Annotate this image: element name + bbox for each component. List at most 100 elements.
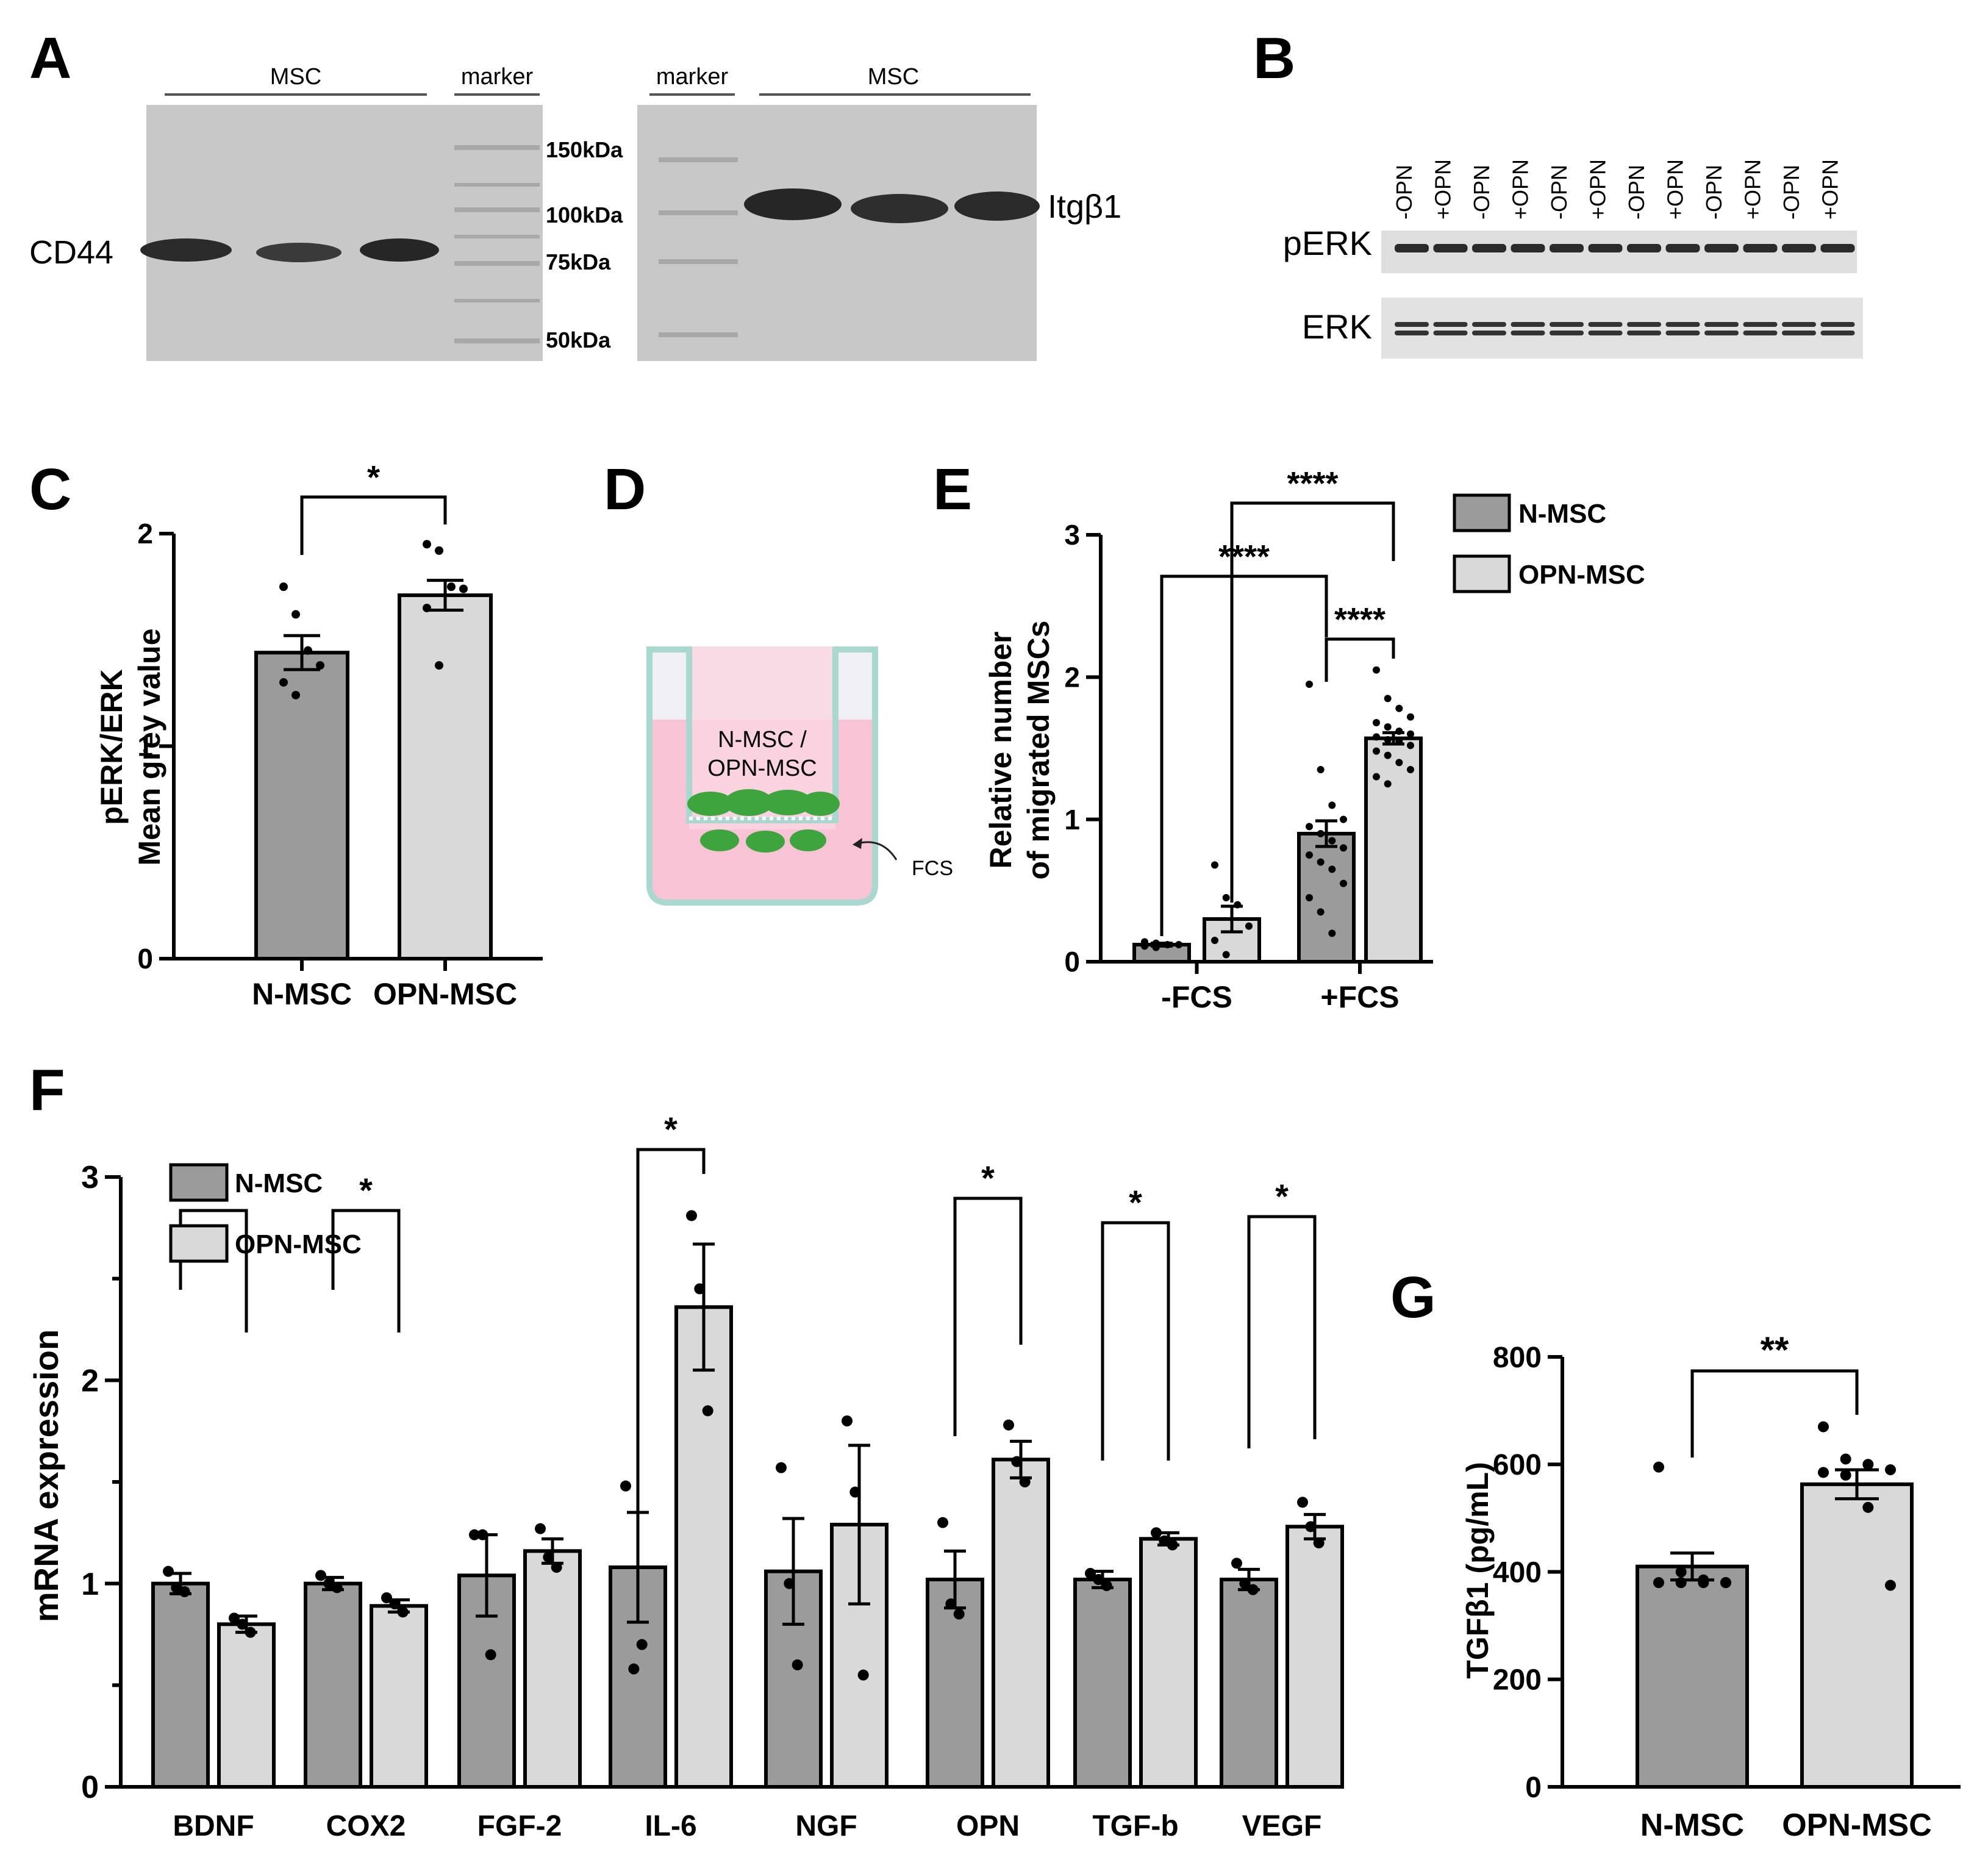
data-point — [423, 540, 431, 549]
data-point — [842, 1415, 853, 1426]
blot-itgb1-membrane — [637, 105, 1037, 361]
data-point — [1373, 719, 1380, 726]
x-tick-label: VEGF — [1242, 1810, 1322, 1842]
data-point — [1003, 1419, 1014, 1431]
erk-band-lower — [1627, 331, 1661, 335]
y-tick-label: 2 — [81, 1364, 99, 1399]
protein-label-itgb1: Itgβ1 — [1048, 188, 1121, 225]
data-point — [1395, 759, 1403, 767]
erk-band-upper — [1472, 322, 1506, 327]
erk-band-lower — [1550, 331, 1584, 335]
bar — [523, 1549, 582, 1789]
data-point — [469, 1529, 480, 1540]
x-tick-label: COX2 — [326, 1810, 406, 1842]
erk-band-upper — [1550, 322, 1584, 327]
protein-label-cd44: CD44 — [29, 234, 113, 271]
data-point — [1151, 1527, 1162, 1539]
data-point — [1093, 1574, 1104, 1585]
significance-bracket — [1325, 637, 1395, 682]
panel-label-b: B — [1253, 26, 1295, 91]
data-point — [1395, 737, 1403, 745]
panel-label-g: G — [1390, 1265, 1436, 1330]
data-point — [1384, 751, 1392, 759]
erk-band-upper — [1782, 322, 1816, 327]
erk-band-lower — [1395, 331, 1429, 335]
data-point — [1317, 908, 1325, 916]
perk-band — [1665, 244, 1700, 252]
data-point — [304, 646, 312, 655]
y-axis-title-line-2: of migrated MSCs — [1021, 620, 1056, 879]
significance-bracket — [300, 495, 447, 555]
data-point — [1159, 1535, 1170, 1547]
data-point — [1407, 713, 1414, 721]
erk-band-lower — [1704, 331, 1739, 335]
legend-label: OPN-MSC — [235, 1229, 362, 1259]
data-point — [1407, 742, 1414, 749]
lane-label: +OPN — [1508, 159, 1533, 220]
panel-a-right-marker-label: marker — [656, 64, 729, 90]
data-point — [857, 1669, 869, 1681]
panel-label-d: D — [604, 457, 646, 522]
data-point — [1141, 942, 1148, 950]
fcs-label: FCS — [912, 857, 953, 880]
marker-ladder-left — [454, 145, 540, 343]
data-point — [1247, 1584, 1259, 1595]
bar — [398, 593, 493, 961]
significance-bracket — [331, 1209, 401, 1333]
data-point — [435, 661, 443, 670]
ladder-kda-labels: 150kDa 100kDa 75kDa 50kDa — [546, 137, 623, 352]
erk-band-upper — [1395, 322, 1429, 327]
perk-band — [1627, 244, 1661, 252]
data-point — [551, 1562, 562, 1573]
erk-band-lower — [1782, 331, 1816, 335]
perk-band — [1511, 244, 1545, 252]
data-point — [279, 582, 288, 592]
data-point — [953, 1608, 965, 1620]
legend-swatch — [169, 1224, 229, 1263]
data-point — [291, 610, 300, 619]
lane-label: -OPN — [1392, 165, 1417, 220]
data-point — [381, 1592, 392, 1603]
data-point — [1175, 941, 1182, 948]
data-point — [776, 1462, 787, 1473]
x-tick-label: OPN-MSC — [373, 977, 517, 1011]
data-point — [323, 1578, 335, 1589]
erk-band-upper — [1588, 322, 1623, 327]
lane-label: +OPN — [1740, 159, 1765, 220]
perk-band — [1588, 244, 1623, 252]
data-point — [331, 1582, 343, 1594]
panel-a-right-group-label: MSC — [868, 64, 919, 90]
data-point — [1306, 851, 1313, 859]
data-point — [849, 1486, 861, 1498]
data-point — [1306, 823, 1313, 831]
y-tick-label: 400 — [1493, 1556, 1542, 1589]
y-axis-title-line-1: Relative number — [984, 631, 1018, 868]
significance-bracket — [1247, 1215, 1317, 1448]
panel-b-lane-labels: -OPN +OPN -OPN +OPN -OPN +OPN -OPN +OPN -OPN +OPN… — [1392, 159, 1843, 220]
significance-label: * — [1275, 1177, 1289, 1215]
data-point — [179, 1586, 190, 1597]
x-tick-label: N-MSC — [1640, 1808, 1744, 1843]
ladder-label-150: 150kDa — [546, 137, 623, 162]
y-tick-label: 0 — [1525, 1772, 1542, 1804]
perk-band — [1550, 244, 1584, 252]
data-point — [1222, 894, 1230, 901]
data-point — [315, 1570, 326, 1581]
significance-label: * — [1129, 1183, 1142, 1222]
lane-label: -OPN — [1779, 165, 1804, 220]
erk-band-lower — [1511, 331, 1545, 335]
lane-label: +OPN — [1663, 159, 1688, 220]
lane-label: -OPN — [1469, 165, 1494, 220]
panel-e-chart: 0 1 2 3 -FCS +FCS **** **** **** Relative number o… — [984, 465, 1645, 1014]
data-point — [485, 1649, 496, 1661]
data-point — [1019, 1476, 1031, 1487]
y-tick-label: 0 — [1064, 946, 1080, 978]
significance-label: * — [664, 1110, 678, 1148]
data-point — [1211, 937, 1218, 944]
x-tick-label: -FCS — [1161, 980, 1232, 1014]
data-point — [459, 584, 468, 593]
erk-band-upper — [1743, 322, 1778, 327]
data-point — [937, 1517, 948, 1528]
data-point — [1373, 747, 1380, 755]
y-tick-label: 1 — [81, 1567, 99, 1602]
